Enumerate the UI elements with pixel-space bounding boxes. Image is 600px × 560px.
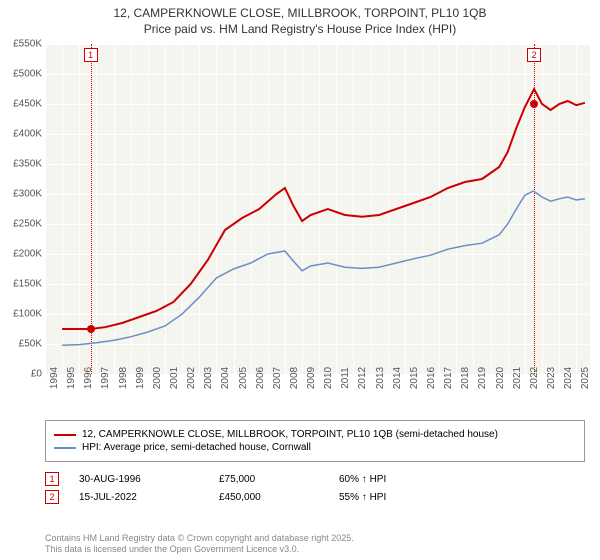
xtick-label: 1994	[49, 367, 60, 389]
ytick-label: £450K	[2, 99, 42, 110]
series-line-hpi	[62, 191, 585, 345]
ytick-label: £200K	[2, 249, 42, 260]
xtick-label: 1999	[135, 367, 146, 389]
sale-marker-box: 1	[84, 48, 98, 62]
series-line-property	[62, 89, 585, 329]
xtick-label: 2002	[186, 367, 197, 389]
xtick-label: 2001	[169, 367, 180, 389]
sale-price: £75,000	[219, 474, 339, 485]
chart-area: 12	[45, 44, 590, 374]
title-line1: 12, CAMPERKNOWLE CLOSE, MILLBROOK, TORPO…	[0, 6, 600, 22]
sales-table: 1 30-AUG-1996 £75,000 60% ↑ HPI 2 15-JUL…	[45, 468, 585, 508]
legend-item-property: 12, CAMPERKNOWLE CLOSE, MILLBROOK, TORPO…	[54, 429, 576, 440]
ytick-label: £400K	[2, 129, 42, 140]
xtick-label: 2007	[272, 367, 283, 389]
xtick-label: 2000	[152, 367, 163, 389]
sale-price: £450,000	[219, 492, 339, 503]
ytick-label: £350K	[2, 159, 42, 170]
legend: 12, CAMPERKNOWLE CLOSE, MILLBROOK, TORPO…	[45, 420, 585, 462]
xtick-label: 2021	[512, 367, 523, 389]
xtick-label: 2012	[357, 367, 368, 389]
sale-point	[530, 100, 538, 108]
ytick-label: £300K	[2, 189, 42, 200]
chart-title: 12, CAMPERKNOWLE CLOSE, MILLBROOK, TORPO…	[0, 0, 600, 37]
xtick-label: 2024	[563, 367, 574, 389]
xtick-label: 2020	[495, 367, 506, 389]
xtick-label: 2015	[409, 367, 420, 389]
legend-label-property: 12, CAMPERKNOWLE CLOSE, MILLBROOK, TORPO…	[82, 429, 498, 440]
xtick-label: 1996	[83, 367, 94, 389]
footer-line1: Contains HM Land Registry data © Crown c…	[45, 533, 354, 545]
ytick-label: £100K	[2, 309, 42, 320]
legend-swatch-property	[54, 434, 76, 436]
xtick-label: 2013	[375, 367, 386, 389]
xtick-label: 2009	[306, 367, 317, 389]
xtick-label: 2022	[529, 367, 540, 389]
xtick-label: 2004	[220, 367, 231, 389]
sale-point	[87, 325, 95, 333]
sale-date: 30-AUG-1996	[79, 474, 219, 485]
xtick-label: 2019	[477, 367, 488, 389]
xtick-label: 1998	[118, 367, 129, 389]
footer-line2: This data is licensed under the Open Gov…	[45, 544, 354, 556]
title-line2: Price paid vs. HM Land Registry's House …	[0, 22, 600, 38]
legend-label-hpi: HPI: Average price, semi-detached house,…	[82, 442, 311, 453]
xtick-label: 2016	[426, 367, 437, 389]
xtick-label: 2006	[255, 367, 266, 389]
sale-row: 2 15-JUL-2022 £450,000 55% ↑ HPI	[45, 490, 585, 504]
sale-marker-box: 2	[527, 48, 541, 62]
xtick-label: 1995	[66, 367, 77, 389]
legend-swatch-hpi	[54, 447, 76, 449]
xtick-label: 2010	[323, 367, 334, 389]
sale-marker: 1	[45, 472, 59, 486]
xtick-label: 2018	[460, 367, 471, 389]
ytick-label: £250K	[2, 219, 42, 230]
xtick-label: 2023	[546, 367, 557, 389]
xtick-label: 2003	[203, 367, 214, 389]
xtick-label: 2017	[443, 367, 454, 389]
footer: Contains HM Land Registry data © Crown c…	[45, 533, 354, 556]
sale-row: 1 30-AUG-1996 £75,000 60% ↑ HPI	[45, 472, 585, 486]
ytick-label: £550K	[2, 39, 42, 50]
chart-lines	[45, 44, 590, 374]
ytick-label: £0	[2, 369, 42, 380]
xtick-label: 2005	[238, 367, 249, 389]
legend-item-hpi: HPI: Average price, semi-detached house,…	[54, 442, 576, 453]
chart-container: 12, CAMPERKNOWLE CLOSE, MILLBROOK, TORPO…	[0, 0, 600, 560]
ytick-label: £150K	[2, 279, 42, 290]
xtick-label: 1997	[100, 367, 111, 389]
sale-date: 15-JUL-2022	[79, 492, 219, 503]
xtick-label: 2025	[580, 367, 591, 389]
ytick-label: £500K	[2, 69, 42, 80]
xtick-label: 2014	[392, 367, 403, 389]
sale-delta: 55% ↑ HPI	[339, 492, 386, 503]
xtick-label: 2008	[289, 367, 300, 389]
sale-delta: 60% ↑ HPI	[339, 474, 386, 485]
sale-marker: 2	[45, 490, 59, 504]
ytick-label: £50K	[2, 339, 42, 350]
xtick-label: 2011	[340, 367, 351, 389]
